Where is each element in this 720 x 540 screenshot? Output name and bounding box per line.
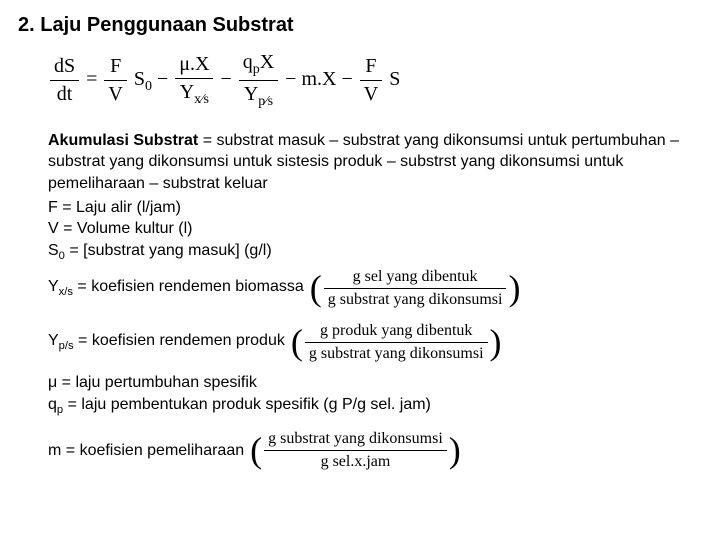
akumulasi-label: Akumulasi Substrat <box>48 132 198 149</box>
section-heading: 2. Laju Penggunaan Substrat <box>18 12 702 39</box>
frac-qpx: qpX Yp⁄s <box>239 49 278 112</box>
v-def: V = Volume kultur (l) <box>48 218 692 240</box>
m-def: m = koefisien pemeliharaan ( g substrat … <box>48 428 692 472</box>
m-fraction: ( g substrat yang dikonsumsi g sel.x.jam… <box>250 428 461 472</box>
s0-def: S0 = [substrat yang masuk] (g/l) <box>48 240 692 264</box>
yps-fraction: ( g produk yang dibentuk g substrat yang… <box>291 320 502 364</box>
frac-fv1: F V <box>104 53 126 108</box>
yps-def: Yp/s = koefisien rendemen produk ( g pro… <box>48 320 692 364</box>
yxs-fraction: ( g sel yang dibentuk g substrat yang di… <box>310 266 521 310</box>
yxs-def: Yx/s = koefisien rendemen biomassa ( g s… <box>48 266 692 310</box>
f-def: F = Laju alir (l/jam) <box>48 197 692 219</box>
mu-def: μ = laju pertumbuhan spesifik <box>48 372 692 394</box>
frac-mux: μ.X Yx⁄s <box>175 51 213 110</box>
qp-def: qp = laju pembentukan produk spesifik (g… <box>48 394 692 418</box>
akumulasi-def: Akumulasi Substrat = substrat masuk – su… <box>48 130 692 195</box>
slide-page: 2. Laju Penggunaan Substrat dS dt = F V … <box>0 0 720 485</box>
definitions-block: Akumulasi Substrat = substrat masuk – su… <box>48 130 692 473</box>
main-equation: dS dt = F V S0 − μ.X Yx⁄s − qpX Yp⁄s − m… <box>48 49 702 112</box>
frac-fv2: F V <box>360 53 382 108</box>
frac-dsdt: dS dt <box>50 53 79 108</box>
